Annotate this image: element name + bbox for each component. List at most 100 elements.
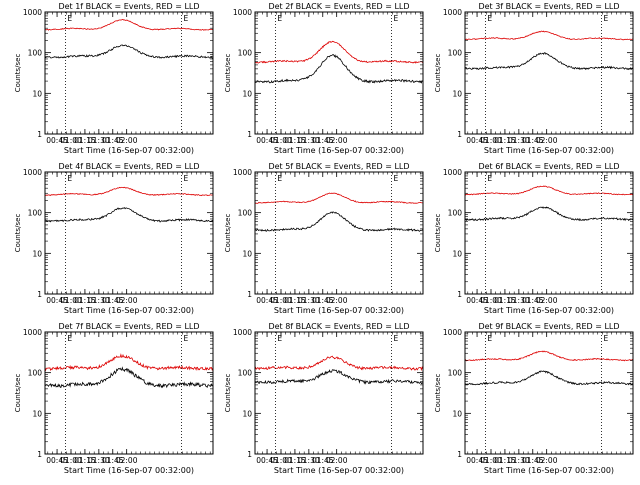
series-line-lld	[254, 355, 424, 372]
event-marker-label: E	[67, 174, 72, 183]
y-tick-label: 1000	[443, 328, 462, 337]
y-axis-label: Counts/sec	[434, 374, 442, 413]
x-tick-label: 02:00	[536, 296, 558, 305]
event-marker-label: E	[487, 174, 492, 183]
x-axis-label: Start Time (16-Sep-07 00:32:00)	[64, 306, 194, 315]
y-tick-label: 100	[448, 49, 463, 58]
x-tick-label: 01:15	[494, 296, 516, 305]
x-tick-label: 00:45	[46, 456, 68, 465]
plot-frame	[464, 171, 634, 295]
plot-frame	[254, 11, 424, 135]
x-tick-label: 00:45	[466, 296, 488, 305]
plot-frame	[464, 11, 634, 135]
event-marker-label: E	[277, 14, 282, 23]
x-tick-label: 01:15	[74, 296, 96, 305]
y-axis-label: Counts/sec	[224, 214, 232, 253]
event-marker-label: E	[603, 14, 608, 23]
y-axis-label: Counts/sec	[224, 54, 232, 93]
plot-frame	[254, 171, 424, 295]
y-tick-label: 1	[37, 290, 42, 299]
x-tick-label: 01:15	[494, 456, 516, 465]
event-marker-label: E	[67, 14, 72, 23]
x-tick-label: 01:30	[298, 136, 320, 145]
series-line-events	[254, 54, 423, 84]
x-tick-label: 01:30	[88, 296, 110, 305]
y-tick-label: 10	[32, 249, 42, 258]
x-tick-label: 02:00	[116, 296, 138, 305]
x-tick-label: 01:30	[508, 136, 530, 145]
x-tick-label: 01:45	[102, 456, 124, 465]
y-tick-label: 1000	[23, 8, 42, 17]
panel-det-1: Det 1f BLACK = Events, RED = LLD E E 1 10 100…	[14, 2, 214, 155]
x-tick-label: 01:30	[508, 296, 530, 305]
y-tick-label: 10	[32, 409, 42, 418]
x-tick-label: 01:30	[298, 456, 320, 465]
x-tick-label: 00:45	[256, 456, 278, 465]
series-line-events	[464, 370, 634, 386]
x-tick-label: 01:00	[60, 136, 82, 145]
y-tick-label: 10	[452, 249, 462, 258]
x-axis-label: Start Time (16-Sep-07 00:32:00)	[64, 466, 194, 475]
y-tick-label: 100	[28, 49, 43, 58]
y-tick-label: 1	[247, 130, 252, 139]
panel-det-5: Det 5f BLACK = Events, RED = LLD E E 1 10 100…	[224, 162, 424, 315]
x-tick-label: 02:00	[536, 456, 558, 465]
x-tick-label: 01:30	[88, 456, 110, 465]
y-tick-label: 100	[238, 209, 253, 218]
x-tick-label: 02:00	[536, 136, 558, 145]
y-axis-label: Counts/sec	[434, 54, 442, 93]
series-line-lld	[44, 18, 213, 31]
series-line-events	[44, 44, 213, 59]
event-marker-label: E	[393, 174, 398, 183]
x-tick-label: 01:00	[480, 456, 502, 465]
y-tick-label: 1	[457, 290, 462, 299]
y-tick-label: 10	[452, 89, 462, 98]
series-line-events	[254, 369, 424, 385]
y-axis-label: Counts/sec	[14, 54, 22, 93]
y-tick-label: 100	[28, 209, 43, 218]
series-line-lld	[254, 40, 424, 64]
y-tick-label: 100	[448, 209, 463, 218]
y-tick-label: 100	[238, 49, 253, 58]
y-tick-label: 100	[238, 369, 253, 378]
x-tick-label: 01:45	[312, 456, 334, 465]
x-tick-label: 02:00	[326, 136, 348, 145]
panel-det-3: Det 3f BLACK = Events, RED = LLD E E 1 10 100…	[434, 2, 634, 155]
panel-det-6: Det 6f BLACK = Events, RED = LLD E E 1 10 100…	[434, 162, 634, 315]
y-tick-label: 10	[452, 409, 462, 418]
series-line-lld	[464, 30, 633, 41]
event-marker-label: E	[393, 14, 398, 23]
panel-title: Det 8f BLACK = Events, RED = LLD	[268, 322, 409, 331]
event-marker-label: E	[183, 334, 188, 343]
event-marker-label: E	[603, 174, 608, 183]
y-tick-label: 100	[28, 369, 43, 378]
x-tick-label: 00:45	[466, 136, 488, 145]
series-line-lld	[464, 185, 634, 196]
x-tick-label: 01:15	[284, 456, 306, 465]
x-tick-label: 01:00	[60, 296, 82, 305]
event-marker-label: E	[277, 174, 282, 183]
y-tick-label: 1	[247, 450, 252, 459]
x-axis-label: Start Time (16-Sep-07 00:32:00)	[484, 466, 614, 475]
panel-title: Det 3f BLACK = Events, RED = LLD	[478, 2, 619, 11]
x-tick-label: 02:00	[116, 456, 138, 465]
x-axis-label: Start Time (16-Sep-07 00:32:00)	[484, 306, 614, 315]
x-tick-label: 01:15	[74, 456, 96, 465]
x-tick-label: 01:45	[522, 136, 544, 145]
x-axis-label: Start Time (16-Sep-07 00:32:00)	[274, 146, 404, 155]
plot-frame	[44, 11, 214, 135]
y-tick-label: 10	[242, 409, 252, 418]
x-axis-label: Start Time (16-Sep-07 00:32:00)	[64, 146, 194, 155]
y-axis-label: Counts/sec	[224, 374, 232, 413]
panel-title: Det 1f BLACK = Events, RED = LLD	[58, 2, 199, 11]
series-line-lld	[254, 192, 423, 204]
x-tick-label: 01:45	[102, 136, 124, 145]
series-line-events	[254, 211, 424, 232]
panel-det-9: Det 9f BLACK = Events, RED = LLD E E 1 10 100…	[434, 322, 634, 475]
x-tick-label: 01:00	[480, 136, 502, 145]
x-tick-label: 00:45	[256, 136, 278, 145]
panel-title: Det 2f BLACK = Events, RED = LLD	[268, 2, 409, 11]
series-line-lld	[464, 350, 633, 362]
x-tick-label: 01:30	[298, 296, 320, 305]
